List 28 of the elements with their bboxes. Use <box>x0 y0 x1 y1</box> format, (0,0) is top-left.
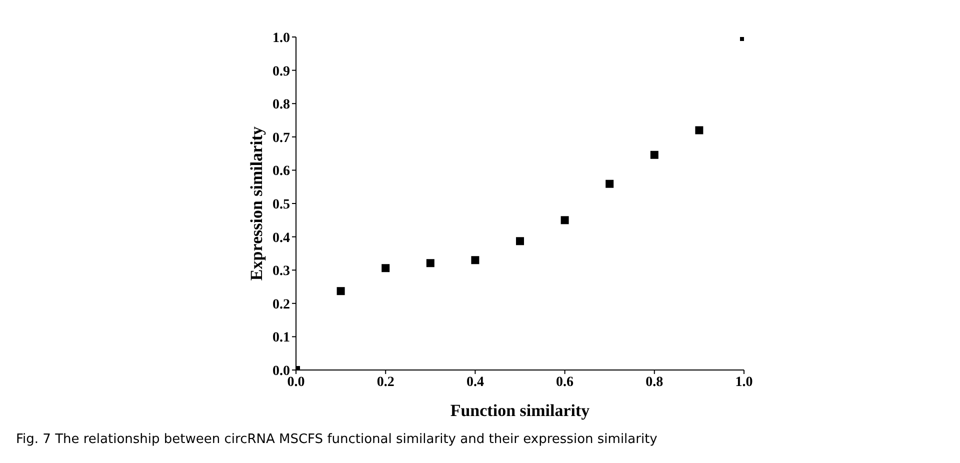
x-tick-label: 0.2 <box>376 374 394 390</box>
point <box>516 237 524 246</box>
point <box>650 150 658 159</box>
y-axis-title: Expression similarity <box>247 126 266 281</box>
point <box>695 126 704 134</box>
point <box>606 180 614 188</box>
point <box>382 264 390 272</box>
y-tick-label: 0.3 <box>272 264 290 280</box>
point <box>471 256 480 264</box>
y-tick-label: 0.8 <box>272 98 290 113</box>
y-tick-label: 0.6 <box>272 164 290 180</box>
y-tick-label: 0.2 <box>272 297 290 312</box>
y-tick-label: 0.9 <box>272 64 290 80</box>
x-tick-label: 0.4 <box>466 374 484 390</box>
point <box>336 287 345 296</box>
x-tick-label: 1.0 <box>735 374 753 390</box>
x-axis-title: Function similarity <box>450 401 590 420</box>
point <box>426 259 434 268</box>
caption: Fig. 7 The relationship between circRNA MSCFS functional similarity and their expression similarity <box>16 432 658 447</box>
point <box>560 216 569 224</box>
x-tick-label: 0.0 <box>287 374 305 390</box>
x-tick-label: 0.8 <box>646 374 664 390</box>
y-tick-label: 0.1 <box>272 330 290 346</box>
y-tick-label: 0.5 <box>272 197 290 212</box>
x-tick-label: 0.6 <box>556 374 574 390</box>
y-tick-label: 1.0 <box>272 30 290 46</box>
y-tick-label: 0.7 <box>272 130 290 146</box>
y-tick-label: 0.4 <box>272 230 290 246</box>
